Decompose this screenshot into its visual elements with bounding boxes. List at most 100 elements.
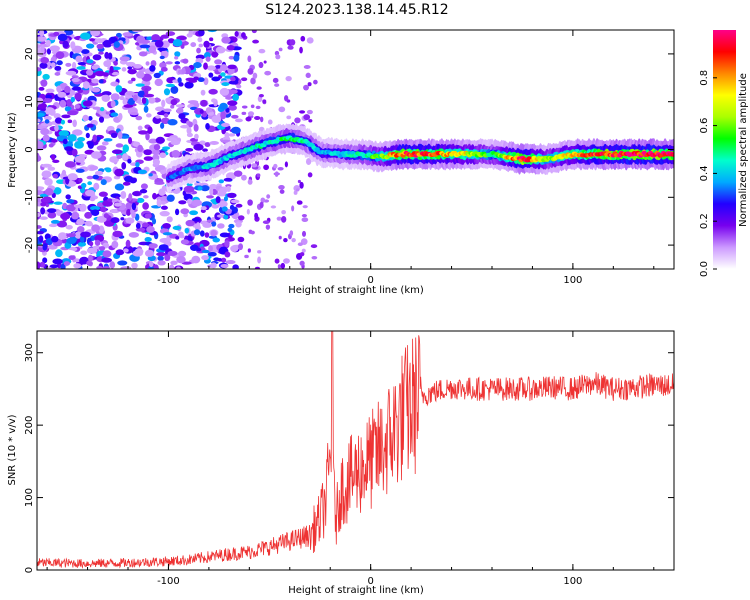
noise-speckle bbox=[89, 197, 96, 202]
noise-speckle bbox=[164, 254, 171, 262]
noise-speckle bbox=[111, 240, 119, 249]
noise-speckle bbox=[82, 114, 89, 122]
spectrogram-x-label: Height of straight line (km) bbox=[288, 285, 424, 296]
noise-speckle bbox=[228, 104, 237, 111]
noise-speckle bbox=[111, 71, 120, 76]
noise-speckle bbox=[77, 137, 86, 142]
noise-speckle bbox=[96, 43, 104, 50]
noise-speckle bbox=[89, 165, 99, 171]
noise-speckle bbox=[295, 188, 300, 192]
noise-speckle bbox=[96, 145, 107, 151]
noise-speckle bbox=[113, 41, 120, 48]
noise-speckle bbox=[184, 227, 190, 234]
noise-speckle bbox=[52, 159, 60, 164]
noise-speckle bbox=[199, 109, 204, 114]
noise-speckle bbox=[166, 194, 175, 202]
noise-speckle bbox=[281, 216, 287, 223]
noise-speckle bbox=[86, 59, 94, 64]
noise-speckle bbox=[176, 255, 186, 264]
noise-speckle bbox=[163, 108, 172, 113]
noise-speckle bbox=[127, 69, 137, 75]
noise-speckle bbox=[136, 197, 145, 203]
noise-speckle bbox=[152, 158, 160, 166]
noise-speckle bbox=[226, 89, 238, 95]
noise-speckle bbox=[147, 126, 153, 135]
noise-speckle bbox=[264, 70, 272, 76]
noise-speckle bbox=[121, 67, 127, 72]
noise-speckle bbox=[114, 168, 124, 177]
snr-frame bbox=[36, 330, 675, 571]
noise-speckle bbox=[186, 126, 192, 135]
noise-speckle bbox=[86, 123, 94, 128]
noise-speckle bbox=[153, 144, 161, 151]
noise-speckle bbox=[178, 82, 184, 87]
noise-speckle bbox=[55, 249, 63, 258]
noise-speckle bbox=[37, 44, 42, 49]
noise-speckle bbox=[235, 221, 242, 228]
noise-speckle bbox=[65, 62, 72, 67]
noise-speckle bbox=[111, 149, 123, 155]
noise-speckle bbox=[60, 212, 71, 220]
noise-speckle bbox=[119, 96, 125, 101]
noise-speckle bbox=[160, 200, 167, 205]
noise-speckle bbox=[126, 91, 136, 96]
noise-speckle bbox=[58, 232, 67, 240]
noise-speckle bbox=[165, 83, 176, 88]
noise-speckle bbox=[105, 111, 111, 115]
noise-speckle bbox=[93, 182, 100, 191]
noise-speckle bbox=[39, 30, 45, 37]
noise-speckle bbox=[193, 123, 199, 132]
noise-speckle bbox=[96, 215, 107, 223]
noise-speckle bbox=[121, 135, 130, 139]
noise-speckle bbox=[159, 210, 170, 217]
noise-speckle bbox=[189, 244, 199, 251]
noise-speckle bbox=[37, 118, 41, 123]
noise-speckle bbox=[131, 30, 143, 33]
noise-speckle bbox=[38, 86, 45, 91]
noise-speckle bbox=[153, 264, 159, 269]
noise-speckle bbox=[115, 249, 125, 256]
noise-speckle bbox=[236, 84, 242, 89]
noise-speckle bbox=[231, 114, 239, 119]
y-tick-label: 200 bbox=[24, 416, 35, 435]
noise-speckle bbox=[211, 115, 222, 123]
noise-speckle bbox=[174, 208, 180, 216]
colorbar-tick-label: 0.4 bbox=[699, 165, 710, 181]
noise-speckle bbox=[258, 94, 264, 98]
noise-speckle bbox=[254, 266, 260, 269]
noise-speckle bbox=[303, 114, 311, 121]
noise-speckle bbox=[82, 100, 93, 107]
noise-speckle bbox=[65, 176, 70, 185]
noise-speckle bbox=[163, 113, 169, 118]
noise-speckle bbox=[252, 39, 259, 44]
noise-speckle bbox=[76, 66, 86, 70]
noise-speckle bbox=[66, 233, 76, 238]
noise-speckle bbox=[39, 216, 49, 220]
noise-speckle bbox=[260, 197, 266, 203]
noise-speckle bbox=[299, 260, 305, 266]
noise-speckle bbox=[151, 34, 161, 42]
noise-speckle bbox=[54, 65, 62, 71]
noise-speckle bbox=[218, 179, 225, 184]
noise-speckle bbox=[143, 195, 149, 199]
noise-speckle bbox=[237, 215, 245, 221]
noise-speckle bbox=[109, 156, 120, 163]
noise-speckle bbox=[206, 195, 214, 199]
noise-speckle bbox=[37, 102, 48, 109]
noise-speckle bbox=[80, 231, 91, 238]
noise-speckle bbox=[225, 259, 236, 265]
noise-speckle bbox=[120, 190, 127, 199]
noise-speckle bbox=[76, 226, 85, 233]
noise-speckle bbox=[91, 224, 101, 232]
noise-speckle bbox=[128, 231, 140, 238]
noise-speckle bbox=[106, 125, 115, 132]
noise-speckle bbox=[193, 143, 204, 151]
noise-speckle bbox=[170, 85, 179, 94]
noise-speckle bbox=[220, 72, 226, 77]
noise-speckle bbox=[67, 134, 77, 142]
noise-speckle bbox=[139, 189, 148, 194]
noise-speckle bbox=[199, 230, 205, 237]
noise-speckle bbox=[278, 47, 283, 52]
noise-speckle bbox=[152, 218, 157, 225]
noise-speckle bbox=[66, 199, 75, 204]
